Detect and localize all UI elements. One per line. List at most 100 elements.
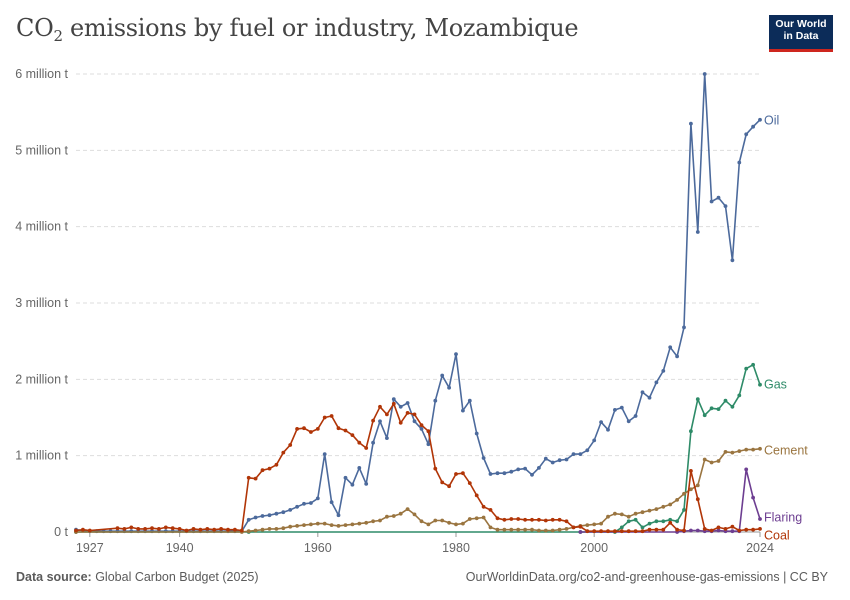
cement-point bbox=[467, 517, 472, 521]
cement-point bbox=[654, 507, 659, 511]
oil-point bbox=[495, 471, 500, 476]
gas-point bbox=[675, 519, 679, 524]
oil-point bbox=[488, 472, 493, 476]
oil-point bbox=[398, 404, 403, 409]
oil-point bbox=[461, 408, 465, 413]
coal-series-label: Coal bbox=[764, 529, 790, 543]
coal-point bbox=[412, 412, 417, 417]
coal-point bbox=[288, 443, 293, 447]
cement-line bbox=[76, 448, 761, 533]
coal-point bbox=[523, 517, 527, 522]
oil-point bbox=[751, 124, 755, 129]
oil-point bbox=[640, 390, 645, 395]
cement-point bbox=[675, 498, 679, 502]
coal-point bbox=[550, 517, 555, 522]
oil-point bbox=[371, 440, 375, 445]
coal-point bbox=[398, 420, 403, 425]
coal-point bbox=[751, 527, 755, 532]
oil-point bbox=[737, 160, 742, 165]
title-subscript: 2 bbox=[53, 27, 63, 45]
coal-point bbox=[461, 471, 465, 476]
coal-point bbox=[136, 527, 141, 531]
line-chart: 0 t 1 million t 2 million t 3 million t 4 mi… bbox=[15, 67, 808, 555]
title-prefix: CO bbox=[16, 14, 54, 42]
source-text: Global Carbon Budget (2025) bbox=[91, 570, 259, 584]
owid-logo[interactable]: Our World in Data bbox=[769, 15, 833, 52]
coal-point bbox=[115, 526, 120, 531]
oil-point bbox=[543, 456, 548, 461]
cement-point bbox=[682, 491, 686, 496]
gas-point bbox=[730, 404, 735, 409]
oil-point bbox=[364, 482, 369, 486]
coal-point bbox=[405, 411, 410, 415]
oil-point bbox=[509, 469, 514, 474]
cement-point bbox=[433, 518, 438, 523]
gas-point bbox=[751, 362, 755, 367]
oil-point bbox=[661, 369, 666, 373]
cement-point bbox=[474, 516, 479, 521]
cement-point bbox=[336, 524, 341, 528]
coal-point bbox=[654, 527, 659, 532]
coal-point bbox=[309, 430, 313, 434]
flaring-point bbox=[695, 528, 700, 533]
title-rest: emissions by fuel or industry, Mozambiqu… bbox=[62, 14, 579, 42]
coal-point bbox=[391, 401, 396, 406]
coal-point bbox=[502, 517, 507, 522]
oil-point bbox=[378, 419, 382, 424]
coal-point bbox=[357, 440, 362, 445]
coal-point bbox=[702, 527, 707, 531]
oil-point bbox=[336, 513, 341, 518]
cement-point bbox=[412, 512, 417, 517]
cement-point bbox=[537, 528, 541, 533]
coal-point bbox=[626, 529, 631, 534]
coal-point bbox=[364, 446, 369, 450]
coal-point bbox=[695, 497, 700, 502]
coal-point bbox=[585, 529, 590, 534]
cement-point bbox=[322, 521, 327, 526]
gas-point bbox=[695, 397, 700, 402]
coal-point bbox=[675, 527, 679, 532]
oil-series-label: Oil bbox=[764, 114, 779, 128]
coal-point bbox=[74, 528, 78, 533]
oil-point bbox=[391, 397, 396, 402]
coal-point bbox=[170, 526, 175, 531]
coal-point bbox=[578, 524, 583, 529]
coal-point bbox=[668, 520, 673, 525]
cement-point bbox=[626, 514, 631, 519]
oil-point bbox=[578, 452, 583, 456]
cement-point bbox=[668, 502, 673, 507]
oil-point bbox=[571, 452, 576, 456]
cement-point bbox=[619, 512, 624, 517]
coal-point bbox=[177, 527, 182, 531]
oil-point bbox=[730, 258, 735, 263]
coal-point bbox=[467, 481, 472, 485]
coal-point bbox=[640, 529, 645, 534]
coal-point bbox=[481, 504, 486, 509]
coal-point bbox=[184, 528, 189, 533]
oil-point bbox=[253, 515, 258, 520]
cement-point bbox=[481, 515, 486, 520]
cement-point bbox=[647, 508, 652, 513]
coal-point bbox=[219, 527, 224, 531]
oil-point bbox=[440, 373, 445, 378]
coal-point bbox=[81, 527, 85, 532]
coal-point bbox=[267, 466, 272, 471]
cement-point bbox=[295, 524, 299, 528]
chart-title: CO2 emissions by fuel or industry, Mozam… bbox=[16, 14, 579, 45]
x-tick-label: 1940 bbox=[166, 541, 194, 555]
footer-url[interactable]: OurWorldinData.org/co2-and-greenhouse-ga… bbox=[465, 570, 828, 584]
cement-point bbox=[426, 522, 431, 527]
cement-point bbox=[357, 521, 362, 526]
coal-point bbox=[606, 529, 610, 534]
oil-point bbox=[537, 466, 541, 470]
oil-point bbox=[405, 401, 410, 405]
gas-point bbox=[654, 519, 659, 524]
series-group bbox=[74, 72, 762, 534]
cement-point bbox=[702, 457, 707, 462]
cement-point bbox=[440, 518, 445, 523]
oil-point bbox=[260, 514, 265, 518]
coal-point bbox=[516, 517, 521, 521]
gas-point bbox=[716, 407, 721, 411]
logo-line-2: in Data bbox=[783, 30, 819, 42]
coal-point bbox=[419, 423, 424, 427]
